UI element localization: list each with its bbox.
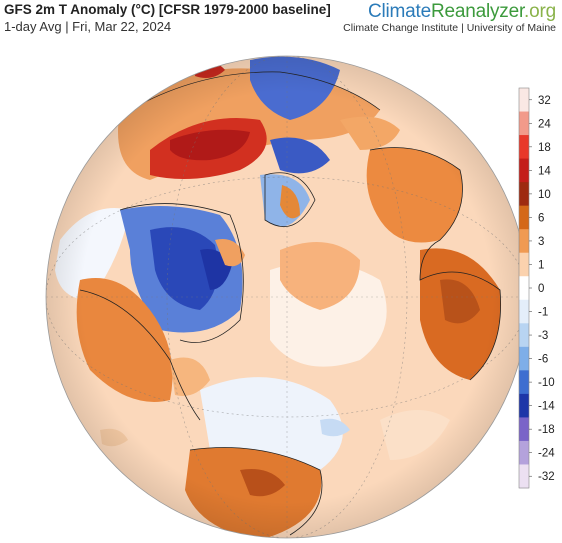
legend-band	[519, 346, 529, 371]
legend-band	[519, 299, 529, 324]
legend-tick-label: 14	[538, 165, 551, 177]
legend-band	[519, 88, 529, 113]
legend-tick-label: -18	[538, 424, 555, 436]
legend-band	[519, 252, 529, 277]
chart-title: GFS 2m T Anomaly (°C) [CFSR 1979-2000 ba…	[4, 2, 331, 17]
legend-tick-label: -24	[538, 448, 555, 460]
legend-tick-label: -14	[538, 401, 555, 413]
legend-tick-label: 3	[538, 236, 544, 248]
brand-block[interactable]: ClimateReanalyzer.org Climate Change Ins…	[343, 1, 556, 34]
legend-band	[519, 323, 529, 348]
legend-band	[519, 135, 529, 160]
legend-band	[519, 229, 529, 254]
brand-logo-text[interactable]: ClimateReanalyzer.org	[343, 1, 556, 23]
legend-tick-label: 0	[538, 283, 544, 295]
legend-tick-label: 1	[538, 259, 544, 271]
brand-name-org: .org	[524, 1, 556, 22]
legend-band	[519, 182, 529, 207]
legend-tick-label: 6	[538, 212, 544, 224]
legend-band	[519, 205, 529, 230]
legend-tick-label: -32	[538, 471, 555, 483]
legend-tick-label: 10	[538, 189, 551, 201]
legend-tick-label: 32	[538, 95, 551, 107]
brand-name-climate: Climate	[367, 1, 431, 22]
legend-band	[519, 464, 529, 489]
legend-band	[519, 417, 529, 442]
chart-subtitle: 1-day Avg | Fri, Mar 22, 2024	[4, 19, 172, 34]
legend-band	[519, 440, 529, 465]
legend-tick-label: 24	[538, 118, 551, 130]
legend-tick-label: -6	[538, 354, 548, 366]
legend-tick-label: -10	[538, 377, 555, 389]
legend-tick-label: -1	[538, 307, 548, 319]
legend-band	[519, 276, 529, 301]
legend-tick-label: -3	[538, 330, 548, 342]
brand-name-reanalyzer: Reanalyzer	[430, 1, 525, 22]
brand-affiliation: Climate Change Institute | University of…	[343, 22, 556, 34]
legend-band	[519, 111, 529, 136]
legend-band	[519, 393, 529, 418]
legend-tick-label: 18	[538, 142, 551, 154]
legend-band	[519, 370, 529, 395]
legend-band	[519, 158, 529, 183]
